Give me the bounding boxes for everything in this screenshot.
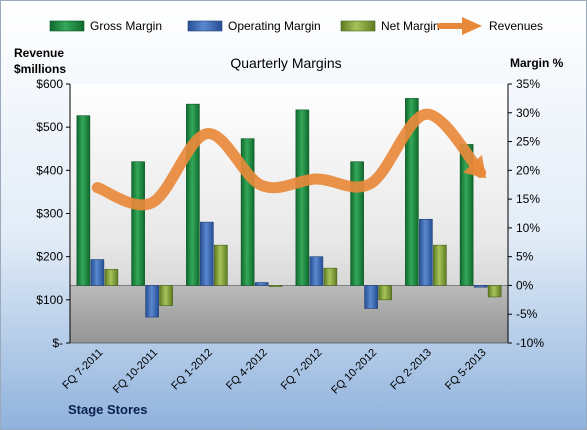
right-tick-label: 15% [516, 192, 540, 206]
right-axis-ticks: -10% -5% 0% 5% 10% 15% 20% 25% 30% 35% [508, 77, 544, 350]
bar-gross-margin [131, 161, 145, 286]
bar-gross-margin [186, 103, 200, 286]
bar-net-margin [214, 244, 228, 286]
bar-net-margin [104, 269, 119, 286]
legend-swatch-gross-margin [49, 20, 85, 32]
left-axis-title-line2: $millions [14, 62, 66, 76]
right-tick-label: 25% [516, 135, 540, 149]
revenue-line [91, 108, 487, 211]
bar-operating-margin [90, 259, 105, 286]
bar-gross-margin [350, 161, 364, 286]
bar-operating-margin [364, 285, 378, 309]
legend-item-net-margin: Net Margin [340, 19, 440, 33]
left-tick-label: $600 [36, 77, 63, 91]
footer-label: Stage Stores [68, 402, 147, 417]
negative-margin-region [70, 285, 508, 343]
right-axis-title: Margin % [510, 56, 564, 70]
right-tick-label: 10% [516, 221, 540, 235]
left-axis-title-line1: Revenue [14, 46, 64, 60]
legend-swatch-operating-margin [187, 20, 223, 32]
bar-operating-margin [419, 218, 433, 286]
bar-gross-margin [295, 109, 310, 286]
revenue-series-line [91, 108, 487, 211]
chart-title: Quarterly Margins [230, 55, 341, 71]
bar-operating-margin [145, 285, 159, 318]
arrow-icon [462, 17, 482, 35]
right-tick-label: 35% [516, 77, 540, 91]
bar-net-margin [487, 285, 502, 298]
bar-net-margin [378, 285, 392, 301]
legend-label-operating-margin: Operating Margin [228, 19, 321, 33]
bar-net-margin [433, 244, 447, 286]
legend-label-gross-margin: Gross Margin [90, 19, 162, 33]
bar-net-margin [323, 267, 338, 286]
right-tick-label: 0% [516, 278, 534, 292]
legend-label-revenues: Revenues [489, 19, 543, 33]
left-tick-label: $500 [36, 120, 63, 134]
left-tick-label: $100 [36, 293, 63, 307]
left-tick-label: $200 [36, 250, 63, 264]
legend-item-revenues: Revenues [437, 17, 543, 35]
revenue-arrowhead-icon [462, 154, 487, 179]
bar-net-margin [268, 285, 283, 287]
bar-operating-margin [473, 285, 488, 288]
left-tick-label: $300 [36, 207, 63, 221]
left-axis-ticks: $- $100 $200 $300 $400 $500 $600 [36, 77, 70, 350]
bar-gross-margin [76, 115, 91, 286]
right-tick-label: -10% [516, 336, 544, 350]
bar-operating-margin [200, 221, 214, 286]
left-tick-label: $- [52, 336, 63, 350]
legend: Gross Margin Operating Margin Net Margin… [49, 17, 543, 35]
right-tick-label: -5% [516, 307, 538, 321]
right-tick-label: 30% [516, 106, 540, 120]
bar-gross-margin [405, 98, 419, 286]
bar-net-margin [159, 285, 173, 306]
left-tick-label: $400 [36, 163, 63, 177]
bar-operating-margin [309, 256, 324, 286]
bar-operating-margin [254, 282, 269, 286]
legend-swatch-net-margin [340, 20, 376, 32]
legend-label-net-margin: Net Margin [381, 19, 440, 33]
right-tick-label: 20% [516, 163, 540, 177]
right-tick-label: 5% [516, 250, 534, 264]
legend-item-gross-margin: Gross Margin [49, 19, 162, 33]
legend-item-operating-margin: Operating Margin [187, 19, 321, 33]
